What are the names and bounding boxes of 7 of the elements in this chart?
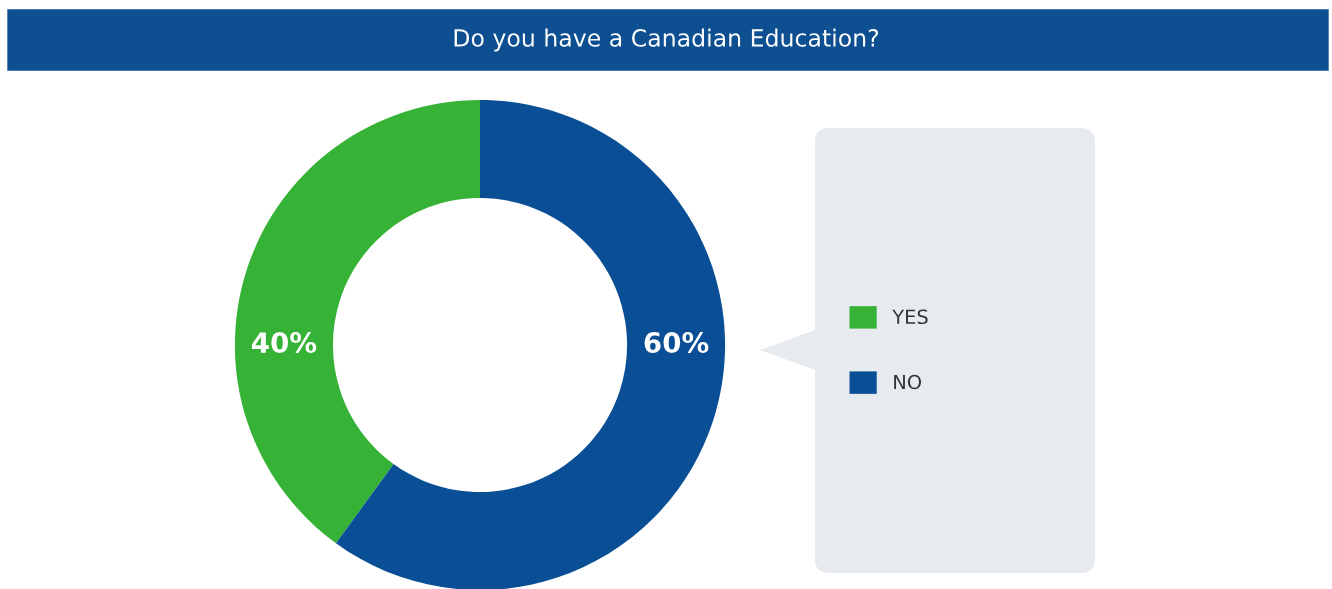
donut-slice [335,99,726,589]
legend-label: NO [894,374,922,390]
legend-label: YES [892,309,928,325]
data-label: 60% [644,332,709,354]
donut-slice [234,99,480,544]
chart-title: Do you have a Canadian Education? [454,28,879,52]
data-label: 40% [251,332,317,354]
